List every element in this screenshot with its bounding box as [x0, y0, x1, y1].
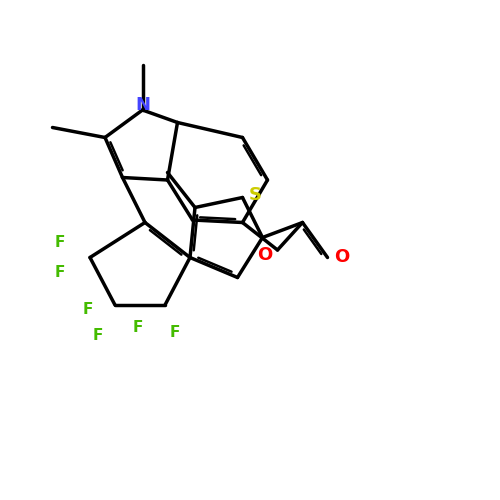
- Text: F: F: [55, 265, 65, 280]
- Text: S: S: [248, 186, 262, 204]
- Text: F: F: [92, 328, 102, 342]
- Text: O: O: [334, 248, 349, 266]
- Text: O: O: [258, 246, 272, 264]
- Text: F: F: [170, 325, 180, 340]
- Text: N: N: [135, 96, 150, 114]
- Text: F: F: [82, 302, 92, 318]
- Text: F: F: [132, 320, 142, 335]
- Text: F: F: [55, 235, 65, 250]
